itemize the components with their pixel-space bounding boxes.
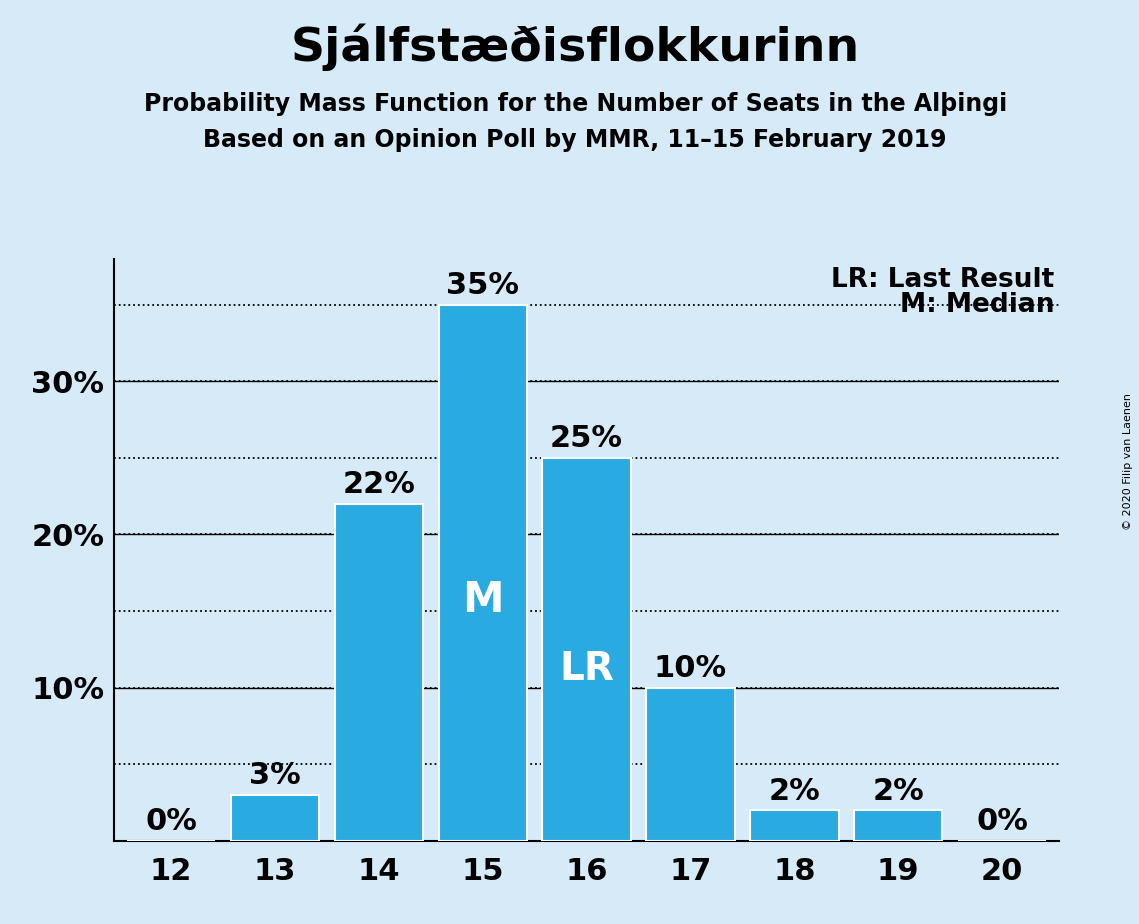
- Text: 25%: 25%: [550, 424, 623, 454]
- Bar: [854, 810, 942, 841]
- Text: 3%: 3%: [249, 761, 301, 790]
- Text: 35%: 35%: [446, 271, 519, 300]
- Bar: [231, 795, 319, 841]
- Text: LR: LR: [559, 650, 614, 687]
- Bar: [646, 687, 735, 841]
- Text: Probability Mass Function for the Number of Seats in the Alþingi: Probability Mass Function for the Number…: [144, 92, 1007, 116]
- Text: LR: Last Result: LR: Last Result: [831, 267, 1055, 294]
- Bar: [335, 504, 423, 841]
- Text: Based on an Opinion Poll by MMR, 11–15 February 2019: Based on an Opinion Poll by MMR, 11–15 F…: [204, 128, 947, 152]
- Text: M: Median: M: Median: [900, 292, 1055, 318]
- Text: 2%: 2%: [872, 776, 924, 806]
- Bar: [751, 810, 838, 841]
- Text: 10%: 10%: [654, 654, 727, 683]
- Text: 0%: 0%: [145, 808, 197, 836]
- Text: 0%: 0%: [976, 808, 1029, 836]
- Text: Sjálfstæðisflokkurinn: Sjálfstæðisflokkurinn: [290, 23, 860, 70]
- Text: M: M: [462, 578, 503, 621]
- Text: © 2020 Filip van Laenen: © 2020 Filip van Laenen: [1123, 394, 1133, 530]
- Text: 2%: 2%: [769, 776, 820, 806]
- Text: 22%: 22%: [343, 470, 416, 499]
- Bar: [439, 305, 527, 841]
- Bar: [542, 458, 631, 841]
